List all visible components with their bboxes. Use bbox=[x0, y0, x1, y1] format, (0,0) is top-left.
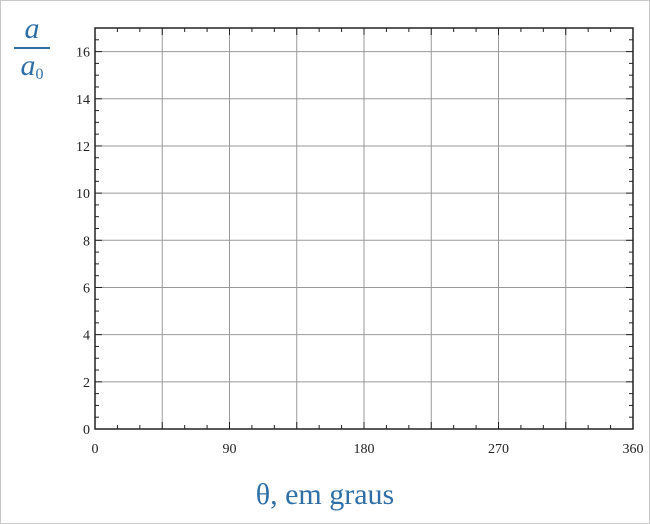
y-axis-label: a a0 bbox=[12, 12, 52, 83]
x-tick-label-90: 90 bbox=[223, 442, 237, 457]
x-tick-label-180: 180 bbox=[354, 442, 375, 457]
gridlines bbox=[95, 28, 633, 429]
ticks bbox=[94, 27, 634, 430]
y-axis-label-denominator: a0 bbox=[20, 49, 44, 83]
y-axis-label-subscript: 0 bbox=[35, 66, 44, 83]
x-tick-label-270: 270 bbox=[488, 442, 509, 457]
y-axis-label-numerator: a bbox=[24, 12, 40, 45]
y-tick-label-10: 10 bbox=[76, 187, 90, 202]
y-tick-label-8: 8 bbox=[83, 234, 90, 249]
y-tick-label-6: 6 bbox=[83, 281, 90, 296]
x-tick-label-0: 0 bbox=[92, 442, 99, 457]
y-tick-label-4: 4 bbox=[83, 329, 90, 344]
x-tick-label-360: 360 bbox=[623, 442, 644, 457]
y-tick-label-14: 14 bbox=[76, 93, 90, 108]
x-axis-label: θ, em graus bbox=[255, 478, 395, 511]
y-tick-label-0: 0 bbox=[83, 423, 90, 438]
y-tick-label-2: 2 bbox=[83, 376, 90, 391]
y-tick-label-12: 12 bbox=[76, 140, 90, 155]
y-tick-label-16: 16 bbox=[76, 46, 90, 61]
y-axis-label-fraction-bar bbox=[14, 47, 50, 49]
tick-labels: 0 2 4 6 8 10 12 14 16 0 90 180 270 360 bbox=[76, 46, 644, 457]
